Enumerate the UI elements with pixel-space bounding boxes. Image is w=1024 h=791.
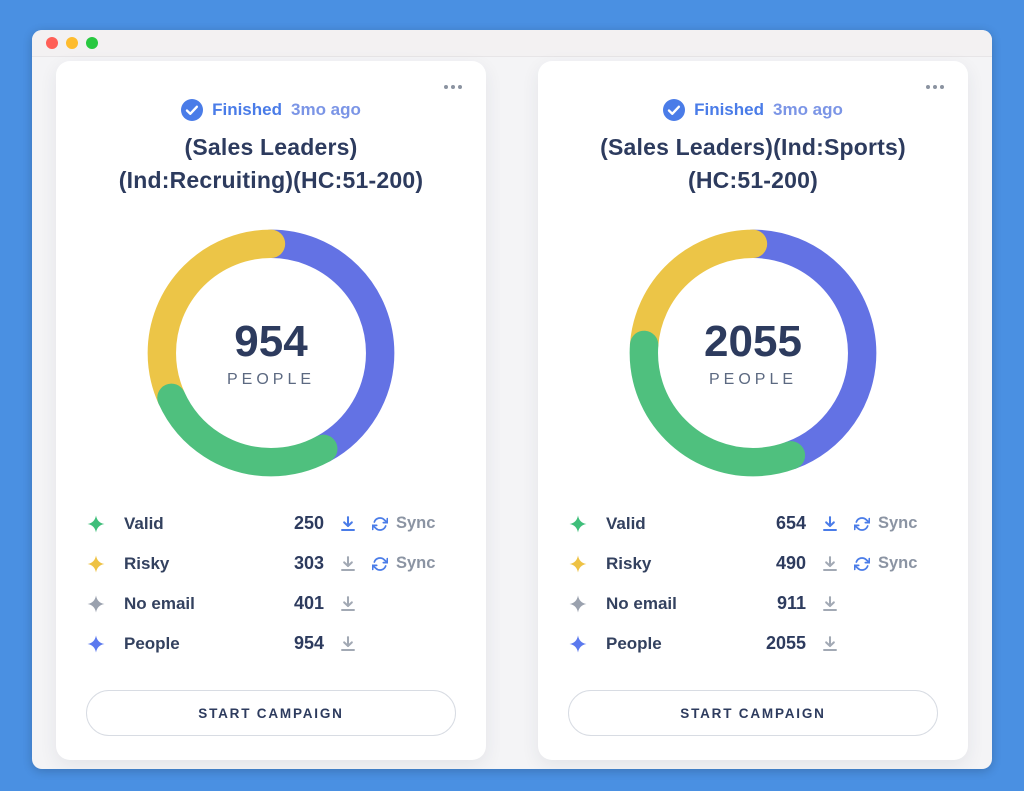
people-sparkle-icon — [86, 634, 106, 654]
row-value: 490 — [775, 553, 806, 574]
row-value: 954 — [293, 633, 324, 654]
legend-row-risky: Risky 490 Sync — [568, 544, 938, 584]
download-valid-button[interactable] — [819, 513, 841, 535]
people-sparkle-icon — [568, 634, 588, 654]
row-label: People — [606, 633, 662, 653]
row-label: No email — [606, 593, 677, 613]
risky-sparkle-icon — [568, 554, 588, 574]
close-window-button[interactable] — [46, 37, 58, 49]
row-value: 401 — [293, 593, 324, 614]
card-title-line1: (Sales Leaders)(Ind:Sports) — [600, 134, 906, 160]
menu-dot — [940, 85, 944, 89]
sync-label: Sync — [878, 554, 918, 573]
donut-center: 2055 PEOPLE — [622, 222, 884, 484]
download-risky-button[interactable] — [337, 553, 359, 575]
legend: Valid 654 Sync R — [568, 504, 938, 664]
sync-risky-button[interactable]: Sync — [372, 554, 435, 573]
legend-row-valid: Valid 250 Sync — [86, 504, 456, 544]
row-value: 303 — [293, 553, 324, 574]
noemail-sparkle-icon — [568, 594, 588, 614]
risky-sparkle-icon — [86, 554, 106, 574]
valid-sparkle-icon — [568, 514, 588, 534]
menu-dot — [444, 85, 448, 89]
window-titlebar — [32, 30, 992, 57]
status-label: Finished — [694, 100, 764, 119]
sync-risky-button[interactable]: Sync — [854, 554, 917, 573]
campaign-card-1: Finished 3mo ago (Sales Leaders) (Ind:Re… — [56, 61, 486, 760]
menu-dot — [933, 85, 937, 89]
status-label: Finished — [212, 100, 282, 119]
cards-container: Finished 3mo ago (Sales Leaders) (Ind:Re… — [32, 57, 992, 769]
row-label: Valid — [606, 513, 646, 533]
legend-row-people: People 2055 — [568, 624, 938, 664]
download-risky-button[interactable] — [819, 553, 841, 575]
more-menu-icon[interactable] — [922, 77, 948, 97]
card-title: (Sales Leaders)(Ind:Sports) (HC:51-200) — [568, 131, 938, 198]
finished-check-icon — [663, 99, 686, 121]
sync-label: Sync — [396, 514, 436, 533]
legend: Valid 250 Sync R — [86, 504, 456, 664]
row-label: No email — [124, 593, 195, 613]
card-title-line2: (HC:51-200) — [687, 167, 818, 194]
row-label: Risky — [606, 553, 652, 573]
sync-icon — [854, 516, 870, 532]
row-label: People — [124, 633, 180, 653]
status-row: Finished 3mo ago — [568, 99, 938, 121]
sync-icon — [372, 556, 388, 572]
donut-chart: 954 PEOPLE — [140, 222, 402, 484]
finished-check-icon — [181, 99, 204, 121]
row-value: 654 — [775, 513, 806, 534]
download-people-button[interactable] — [337, 633, 359, 655]
sync-valid-button[interactable]: Sync — [854, 514, 917, 533]
donut-chart: 2055 PEOPLE — [622, 222, 884, 484]
campaign-card-2: Finished 3mo ago (Sales Leaders)(Ind:Spo… — [538, 61, 968, 760]
row-value: 250 — [293, 513, 324, 534]
sync-icon — [854, 556, 870, 572]
download-people-button[interactable] — [819, 633, 841, 655]
legend-row-valid: Valid 654 Sync — [568, 504, 938, 544]
row-label: Valid — [124, 513, 164, 533]
sync-valid-button[interactable]: Sync — [372, 514, 435, 533]
legend-row-noemail: No email 401 — [86, 584, 456, 624]
donut-chart-svg — [629, 229, 877, 477]
card-title-line1: (Sales Leaders) — [184, 134, 358, 160]
people-count: 2055 — [704, 316, 802, 366]
sync-label: Sync — [396, 554, 436, 573]
donut-center: 954 PEOPLE — [140, 222, 402, 484]
minimize-window-button[interactable] — [66, 37, 78, 49]
download-noemail-button[interactable] — [337, 593, 359, 615]
legend-row-noemail: No email 911 — [568, 584, 938, 624]
menu-dot — [451, 85, 455, 89]
start-campaign-button[interactable]: START CAMPAIGN — [568, 690, 938, 736]
card-title-line2: (Ind:Recruiting)(HC:51-200) — [118, 167, 424, 194]
start-campaign-button[interactable]: START CAMPAIGN — [86, 690, 456, 736]
menu-dot — [926, 85, 930, 89]
row-label: Risky — [124, 553, 170, 573]
legend-row-risky: Risky 303 Sync — [86, 544, 456, 584]
app-window: Finished 3mo ago (Sales Leaders) (Ind:Re… — [32, 30, 992, 769]
valid-sparkle-icon — [86, 514, 106, 534]
row-value: 2055 — [765, 633, 806, 654]
download-noemail-button[interactable] — [819, 593, 841, 615]
status-row: Finished 3mo ago — [86, 99, 456, 121]
legend-row-people: People 954 — [86, 624, 456, 664]
row-value: 911 — [776, 593, 806, 614]
noemail-sparkle-icon — [86, 594, 106, 614]
more-menu-icon[interactable] — [440, 77, 466, 97]
card-title: (Sales Leaders) (Ind:Recruiting)(HC:51-2… — [86, 131, 456, 198]
sync-label: Sync — [878, 514, 918, 533]
status-time: 3mo ago — [291, 100, 361, 119]
status-time: 3mo ago — [773, 100, 843, 119]
menu-dot — [458, 85, 462, 89]
donut-chart-svg — [147, 229, 395, 477]
people-count-label: PEOPLE — [226, 370, 316, 388]
zoom-window-button[interactable] — [86, 37, 98, 49]
sync-icon — [372, 516, 388, 532]
people-count-label: PEOPLE — [708, 370, 798, 388]
download-valid-button[interactable] — [337, 513, 359, 535]
people-count: 954 — [234, 316, 308, 366]
